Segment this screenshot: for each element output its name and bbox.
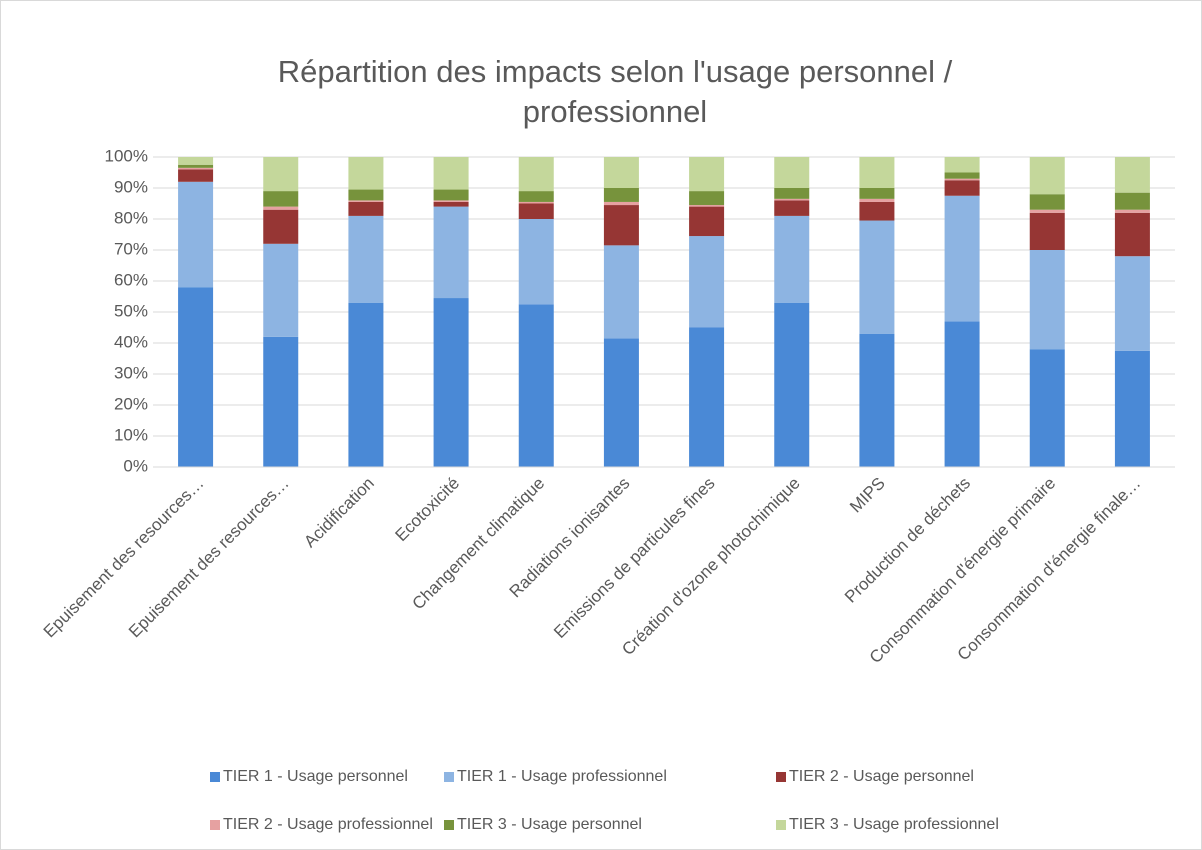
bar-segment [859, 201, 895, 221]
legend-label: TIER 2 - Usage personnel [789, 768, 974, 785]
bar-segment [944, 321, 980, 467]
legend-label: TIER 1 - Usage personnel [223, 768, 408, 785]
bar-segment [689, 236, 725, 328]
bar-segment [178, 287, 214, 467]
legend-label: TIER 3 - Usage personnel [457, 816, 642, 833]
bar-segment [263, 209, 299, 244]
bar-segment [178, 181, 214, 288]
y-tick-label: 90% [114, 177, 148, 196]
bar-segment [348, 215, 384, 303]
legend-swatch [776, 820, 786, 830]
bar-segment [433, 189, 469, 201]
y-tick-label: 30% [114, 363, 148, 382]
bar-segment [1029, 349, 1065, 467]
bar-segment [518, 304, 554, 467]
bar-segment [859, 198, 895, 202]
legend-label: TIER 3 - Usage professionnel [789, 816, 999, 833]
y-tick-label: 40% [114, 332, 148, 351]
bar-segment [178, 164, 214, 168]
bar-segment [348, 200, 384, 202]
bar-segment [433, 206, 469, 299]
bar-segment [518, 191, 554, 202]
bar-segment [689, 157, 725, 192]
bar-segment [859, 157, 895, 188]
y-tick-label: 10% [114, 425, 148, 444]
bar-segment [944, 180, 980, 196]
legend-swatch [444, 820, 454, 830]
bar-segment [433, 200, 469, 202]
legend-swatch [210, 772, 220, 782]
bar-segment [774, 215, 810, 303]
chart-title: Répartition des impacts selon l'usage pe… [277, 54, 953, 129]
bar-segment [1114, 192, 1150, 210]
bar-segment [518, 157, 554, 192]
bar-segment [603, 201, 639, 206]
bar-segment [1114, 212, 1150, 257]
bar-segment [689, 327, 725, 467]
bar-segment [433, 201, 469, 207]
bar-segment [178, 169, 214, 182]
bar-segment [348, 157, 384, 190]
bar-segment [689, 206, 725, 237]
bar-segment [263, 336, 299, 467]
bar-segment [1029, 250, 1065, 350]
bar-segment [603, 205, 639, 246]
y-tick-label: 20% [114, 394, 148, 413]
y-tick-label: 70% [114, 239, 148, 258]
bar-segment [774, 198, 810, 201]
bar-segment [433, 298, 469, 467]
bar-segment [603, 157, 639, 188]
bar-segment [433, 157, 469, 190]
bar-segment [603, 188, 639, 202]
bar-segment [1029, 209, 1065, 213]
bar-segment [689, 205, 725, 207]
bar-segment [774, 188, 810, 199]
legend-label: TIER 1 - Usage professionnel [457, 768, 667, 785]
bar-segment [774, 200, 810, 216]
bar-segment [1114, 350, 1150, 467]
bar-segment [178, 167, 214, 170]
bar-segment [348, 189, 384, 201]
bar-segment [944, 157, 980, 173]
bar-segment [1114, 256, 1150, 351]
bar-segment [263, 206, 299, 210]
bar-segment [1029, 157, 1065, 195]
bar-segment [1029, 212, 1065, 250]
bar-segment [518, 203, 554, 219]
bar-segment [859, 220, 895, 334]
y-tick-label: 100% [105, 146, 148, 165]
bar-segment [178, 157, 214, 165]
bar-segment [603, 245, 639, 339]
bar-segment [518, 201, 554, 204]
bar-segment [859, 333, 895, 467]
bar-segment [774, 302, 810, 467]
bar-segment [859, 188, 895, 199]
y-tick-label: 0% [123, 456, 148, 475]
bar-segment [263, 243, 299, 337]
legend-label: TIER 2 - Usage professionnel [223, 816, 433, 833]
legend-swatch [776, 772, 786, 782]
legend-swatch [444, 772, 454, 782]
bar-segment [518, 219, 554, 305]
bar-segment [263, 191, 299, 207]
bar-segment [263, 157, 299, 192]
bar-segment [348, 201, 384, 216]
legend-swatch [210, 820, 220, 830]
bar-segment [944, 195, 980, 322]
bar-segment [603, 338, 639, 467]
bar-segment [944, 178, 980, 181]
bar-segment [1114, 209, 1150, 213]
bar-segment [1029, 194, 1065, 210]
bar-segment [1114, 157, 1150, 193]
bar-segment [774, 157, 810, 188]
bar-segment [689, 191, 725, 206]
bar-segment [348, 302, 384, 467]
y-tick-label: 60% [114, 270, 148, 289]
y-tick-label: 80% [114, 208, 148, 227]
bar-segment [944, 172, 980, 179]
y-tick-label: 50% [114, 301, 148, 320]
